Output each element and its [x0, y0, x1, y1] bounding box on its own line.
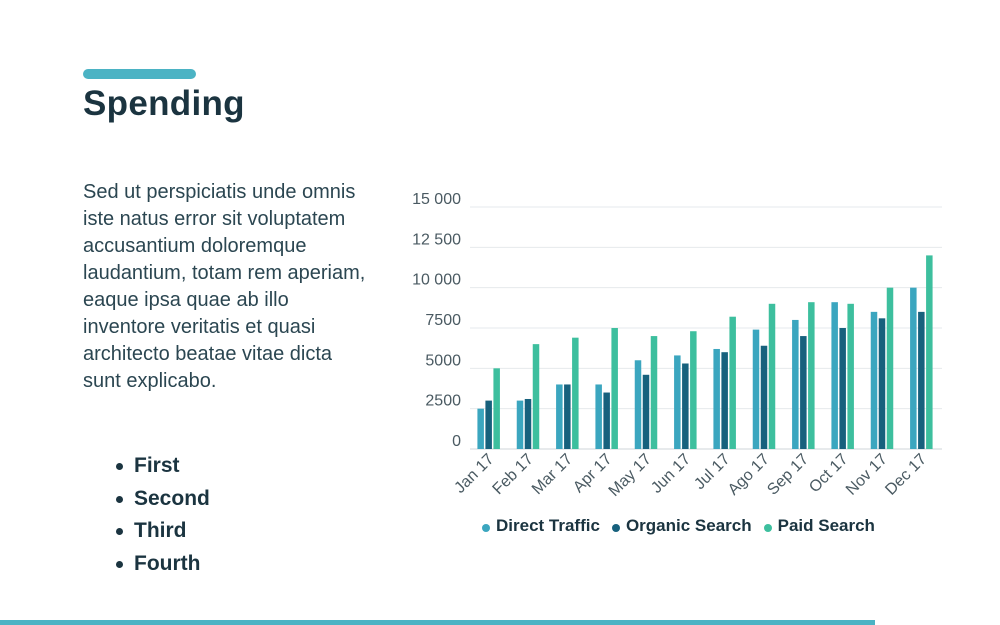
legend-label: Direct Traffic: [496, 516, 600, 535]
bar-direct-traffic: [556, 384, 563, 449]
x-tick-label: Sep 17: [764, 451, 812, 499]
legend-dot-direct-traffic: [482, 523, 490, 532]
bar-paid-search: [847, 303, 854, 449]
bar-direct-traffic: [477, 408, 484, 449]
legend-item-paid-search: Paid Search: [763, 516, 875, 536]
bar-organic-search: [642, 374, 650, 449]
bar-organic-search: [918, 311, 925, 449]
legend-item-direct-traffic: Direct Traffic: [482, 516, 600, 536]
bullet-item: Third: [112, 515, 210, 548]
x-tick-label: Nov 17: [843, 451, 891, 499]
bar-organic-search: [760, 345, 768, 449]
bar-organic-search: [800, 336, 807, 449]
x-tick-label: Ago 17: [725, 451, 773, 499]
x-tick-label: Feb 17: [490, 451, 537, 498]
slide-title: Spending: [83, 84, 245, 123]
bar-paid-search: [690, 331, 697, 449]
bar-organic-search: [839, 328, 846, 449]
bar-paid-search: [926, 255, 933, 449]
bar-direct-traffic: [674, 355, 681, 449]
legend-label: Organic Search: [625, 516, 752, 535]
legend-dot-organic-search: [611, 523, 620, 532]
bar-direct-traffic: [595, 384, 602, 449]
bullet-item: Fourth: [112, 548, 210, 581]
chart-legend: Direct Traffic Organic Search Paid Searc…: [482, 516, 875, 536]
bar-direct-traffic: [713, 348, 720, 449]
y-tick-label: 5000: [425, 352, 461, 369]
bar-direct-traffic: [792, 319, 799, 449]
bar-direct-traffic: [910, 287, 917, 449]
y-tick-label: 7500: [425, 312, 461, 329]
y-tick-label: 0: [452, 433, 461, 450]
x-tick-label: May 17: [606, 451, 655, 500]
bar-organic-search: [485, 400, 492, 449]
bar-organic-search: [721, 352, 728, 449]
bar-paid-search: [768, 303, 776, 449]
y-tick-label: 10 000: [412, 272, 461, 289]
bar-paid-search: [572, 337, 579, 449]
legend-dot-paid-search: [763, 523, 772, 532]
bar-organic-search: [603, 392, 610, 449]
bar-organic-search: [564, 384, 571, 449]
legend-item-organic-search: Organic Search: [611, 516, 752, 536]
y-tick-label: 2500: [425, 393, 461, 410]
bar-direct-traffic: [634, 360, 642, 449]
bottom-accent-bar: [0, 620, 875, 625]
bar-paid-search: [532, 344, 540, 449]
bar-paid-search: [650, 336, 658, 449]
bullet-item: First: [112, 450, 210, 483]
bar-paid-search: [611, 328, 618, 449]
bar-paid-search: [729, 316, 736, 449]
bullet-item: Second: [112, 483, 210, 516]
legend-label: Paid Search: [777, 516, 875, 535]
bar-direct-traffic: [516, 400, 524, 449]
bar-direct-traffic: [831, 302, 838, 449]
bar-paid-search: [886, 287, 894, 449]
x-tick-label: Mar 17: [529, 451, 576, 498]
bar-organic-search: [682, 363, 689, 449]
bar-organic-search: [878, 318, 886, 449]
bullet-list: First Second Third Fourth: [112, 450, 210, 580]
x-tick-label: Dec 17: [882, 451, 930, 499]
bar-paid-search: [808, 302, 815, 449]
x-tick-label: Jun 17: [648, 451, 694, 497]
body-paragraph: Sed ut perspiciatis unde omnis iste natu…: [83, 181, 366, 392]
bar-organic-search: [524, 398, 532, 449]
x-tick-label: Jan 17: [452, 451, 498, 497]
bar-direct-traffic: [752, 329, 760, 449]
bar-paid-search: [493, 368, 500, 449]
title-accent-bar: [83, 69, 196, 79]
bar-direct-traffic: [870, 311, 878, 449]
y-tick-label: 12 500: [412, 231, 461, 248]
y-tick-label: 15 000: [412, 191, 461, 208]
